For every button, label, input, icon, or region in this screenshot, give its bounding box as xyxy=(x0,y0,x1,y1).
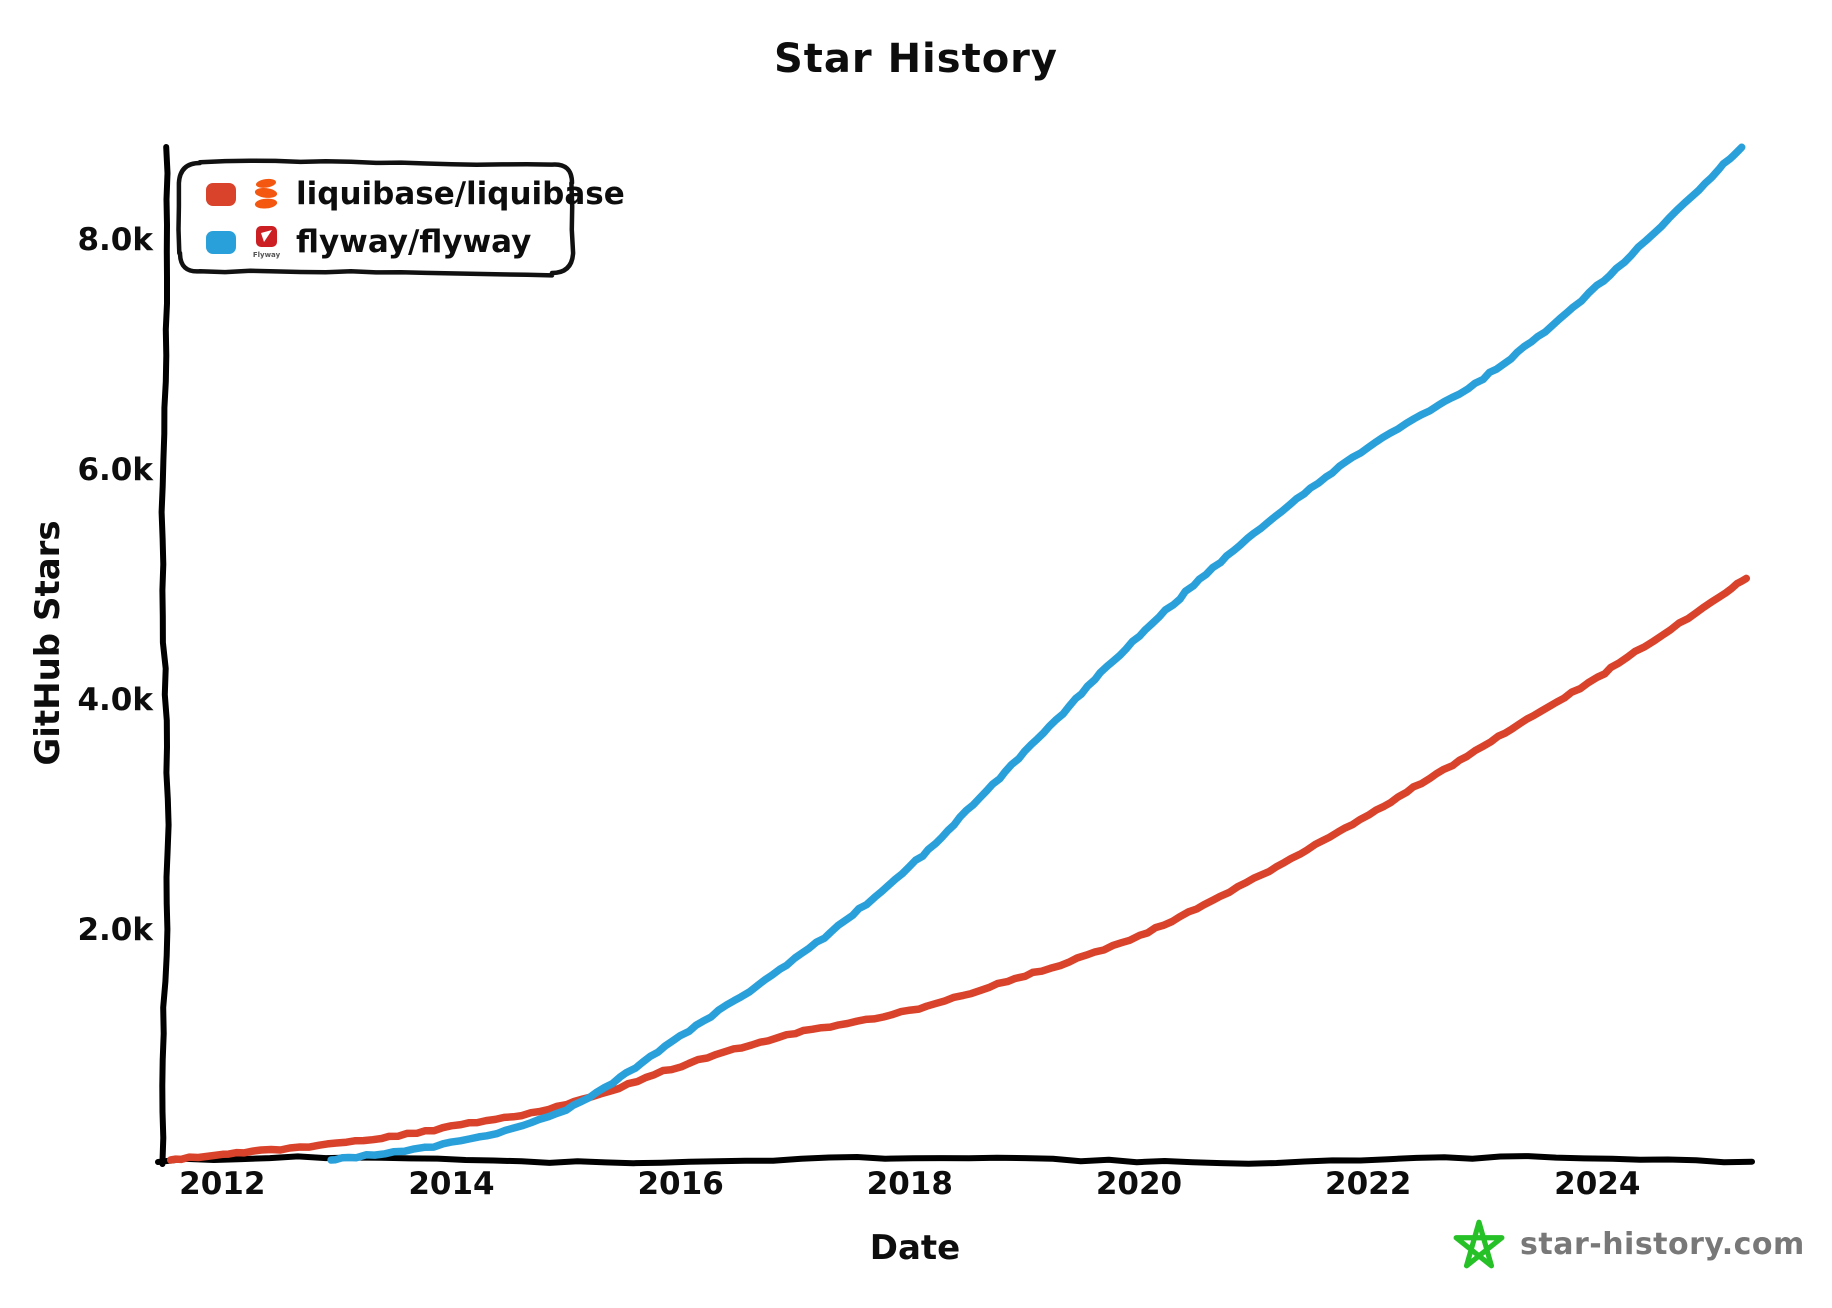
x-tick-label: 2018 xyxy=(866,1166,953,1202)
legend-swatch-flyway xyxy=(206,230,236,254)
watermark: star-history.com xyxy=(1452,1218,1805,1270)
legend: liquibase/liquibase Flyway flyway/flyway xyxy=(180,163,625,273)
y-tick-label: 8.0k xyxy=(77,222,153,259)
x-tick-label: 2016 xyxy=(637,1166,724,1202)
legend-border xyxy=(176,158,576,278)
x-tick-label: 2012 xyxy=(179,1166,266,1202)
svg-text:Flyway: Flyway xyxy=(253,251,281,259)
y-tick-label: 2.0k xyxy=(77,912,153,949)
x-tick-label: 2020 xyxy=(1095,1166,1183,1202)
x-tick-label: 2022 xyxy=(1325,1166,1412,1202)
series-line-flyway xyxy=(327,143,1746,1164)
legend-swatch-liquibase xyxy=(206,182,236,206)
liquibase-logo-icon xyxy=(249,176,283,212)
legend-item-flyway: Flyway flyway/flyway xyxy=(180,220,572,264)
legend-label-flyway: flyway/flyway xyxy=(296,224,532,260)
x-axis-line xyxy=(155,1153,1755,1167)
flyway-logo-icon: Flyway xyxy=(249,224,283,260)
legend-label-liquibase: liquibase/liquibase xyxy=(296,176,625,212)
x-tick-label: 2024 xyxy=(1554,1166,1641,1202)
y-axis-line xyxy=(158,144,172,1167)
y-tick-label: 4.0k xyxy=(77,682,153,719)
legend-item-liquibase: liquibase/liquibase xyxy=(180,172,625,216)
watermark-text: star-history.com xyxy=(1520,1226,1805,1262)
y-tick-label: 6.0k xyxy=(77,452,153,489)
y-axis-label: GitHub Stars xyxy=(28,520,68,766)
x-axis-label: Date xyxy=(869,1228,961,1268)
x-tick-label: 2014 xyxy=(408,1166,495,1202)
series-line-liquibase xyxy=(166,574,1751,1164)
star-doodle-icon xyxy=(1453,1219,1505,1269)
chart-title: Star History xyxy=(774,36,1058,82)
